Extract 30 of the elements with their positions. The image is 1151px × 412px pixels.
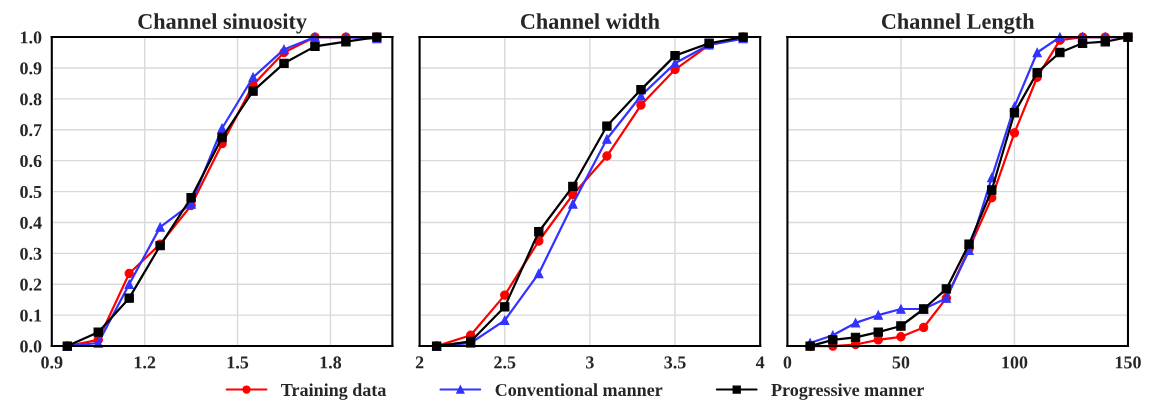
x-tick-label: 3.5 (664, 356, 686, 369)
x-tick-label: 1.5 (227, 356, 249, 369)
y-tick-label: 0.5 (20, 185, 42, 199)
legend-label: Training data (281, 383, 387, 400)
chart-title: Channel sinuosity (138, 13, 307, 34)
x-tick-label: 50 (892, 356, 910, 369)
chart-title: Channel Length (881, 13, 1035, 34)
y-tick-label: 0.4 (20, 216, 42, 229)
x-tick-label: 2 (415, 356, 424, 369)
x-tick-label: 0 (783, 356, 792, 369)
y-tick-label: 0.1 (20, 309, 42, 322)
y-tick-label: 0.3 (20, 247, 42, 260)
y-tick-label: 0.7 (20, 124, 42, 137)
x-tick-label: 3 (586, 356, 594, 369)
legend-label: Progressive manner (771, 383, 924, 400)
x-tick-label: 4 (755, 356, 765, 369)
x-tick-label: 100 (1002, 356, 1028, 369)
y-tick-label: 1.0 (20, 31, 42, 44)
x-tick-label: 1.2 (134, 356, 156, 369)
y-tick-label: 0.9 (20, 62, 42, 75)
y-tick-label: 0.8 (20, 93, 42, 106)
x-tick-label: 0.9 (41, 356, 63, 369)
y-tick-label: 0.2 (20, 278, 42, 291)
legend-label: Conventional manner (495, 383, 663, 397)
x-tick-label: 1.8 (320, 356, 342, 369)
y-tick-label: 0.0 (20, 340, 42, 353)
x-tick-label: 150 (1115, 356, 1141, 369)
x-tick-label: 2.5 (494, 356, 516, 369)
y-tick-label: 0.6 (20, 154, 42, 168)
chart-title: Channel width (520, 13, 660, 29)
